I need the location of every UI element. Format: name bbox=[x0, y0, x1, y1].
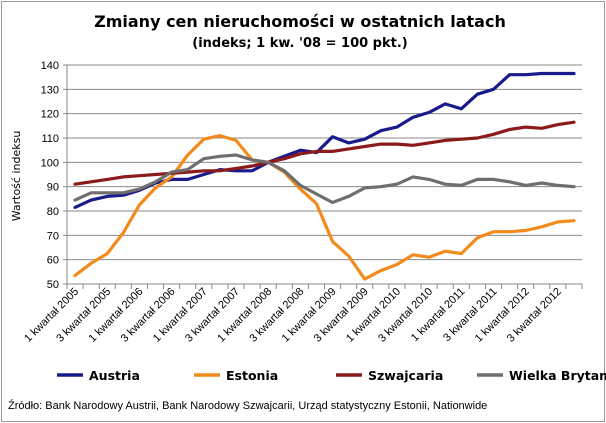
series-lines bbox=[73, 71, 576, 281]
source-note: Źródło: Bank Narodowy Austrii, Bank Naro… bbox=[8, 400, 488, 412]
grid-lines bbox=[67, 64, 582, 261]
y-tick-label: 70 bbox=[47, 230, 59, 242]
chart-subtitle: (indeks; 1 kw. '08 = 100 pkt.) bbox=[192, 36, 407, 51]
y-tick-label: 50 bbox=[47, 279, 59, 291]
legend: Austria Estonia Szwajcaria Wielka Brytania bbox=[57, 368, 606, 383]
legend-label: Austria bbox=[89, 368, 140, 383]
y-tick-label: 120 bbox=[41, 109, 59, 121]
legend-label: Estonia bbox=[226, 368, 278, 383]
y-tick-label: 100 bbox=[41, 157, 59, 169]
y-tick-label: 130 bbox=[41, 84, 59, 96]
x-tick-label: 1 kwartał 2005 bbox=[22, 286, 81, 345]
chart-title: Zmiany cen nieruchomości w ostatnich lat… bbox=[94, 12, 506, 31]
y-tick-label: 80 bbox=[47, 206, 59, 218]
series-line-estonia bbox=[73, 134, 576, 281]
y-axis-label: Wartość indeksu bbox=[10, 131, 23, 222]
y-tick-label: 110 bbox=[41, 133, 59, 145]
legend-label: Szwajcaria bbox=[368, 368, 443, 383]
legend-label: Wielka Brytania bbox=[509, 368, 606, 383]
series-line-wielka-brytania bbox=[73, 153, 576, 205]
series-line-austria bbox=[73, 71, 576, 209]
y-tick-label: 60 bbox=[47, 255, 59, 267]
series-line-szwajcaria bbox=[73, 120, 576, 186]
y-tick-label: 90 bbox=[47, 182, 59, 194]
y-tick-label: 140 bbox=[41, 60, 59, 72]
